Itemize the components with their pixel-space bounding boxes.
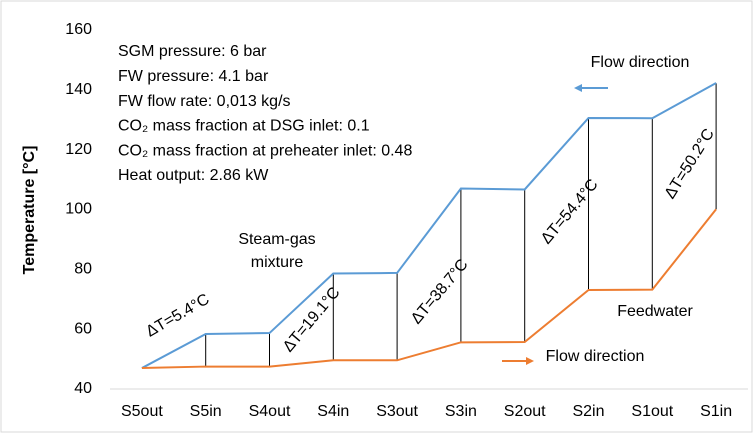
x-tick-label: S2out (504, 403, 546, 420)
info-text: CO₂ mass fraction at preheater inlet: 0.… (118, 142, 412, 159)
info-text: Heat output: 2.86 kW (118, 167, 269, 184)
info-text: FW flow rate: 0,013 kg/s (118, 93, 291, 110)
x-tick-label: S2in (572, 403, 604, 420)
x-tick-label: S5in (190, 403, 222, 420)
x-tick-label: S4out (249, 403, 291, 420)
annotation: Flow direction (546, 348, 645, 365)
x-tick-label: S3out (376, 403, 418, 420)
arrow-head (526, 357, 534, 365)
x-tick-label: S1out (631, 403, 673, 420)
y-axis-title: Temperature [°C] (21, 146, 38, 275)
series-line (141, 208, 717, 370)
y-tick-label: 60 (74, 320, 92, 337)
annotation: Flow direction (591, 54, 690, 71)
info-text: SGM pressure: 6 bar (118, 43, 267, 60)
x-tick-label: S4in (317, 403, 349, 420)
y-tick-label: 80 (74, 261, 92, 278)
y-tick-label: 120 (65, 141, 92, 158)
y-tick-label: 140 (65, 81, 92, 98)
annotation: mixture (251, 254, 304, 271)
series-line (141, 82, 717, 369)
x-tick-label: S5out (121, 403, 163, 420)
y-tick-label: 40 (74, 380, 92, 397)
x-tick-label: S1in (700, 403, 732, 420)
y-tick-label: 100 (65, 201, 92, 218)
annotation: Steam-gas (238, 231, 315, 248)
annotation: Feedwater (617, 303, 693, 320)
arrow-head (574, 84, 582, 92)
y-tick-label: 160 (65, 21, 92, 38)
info-text: CO₂ mass fraction at DSG inlet: 0.1 (118, 118, 370, 135)
x-tick-label: S3in (445, 403, 477, 420)
info-text: FW pressure: 4.1 bar (118, 68, 269, 85)
